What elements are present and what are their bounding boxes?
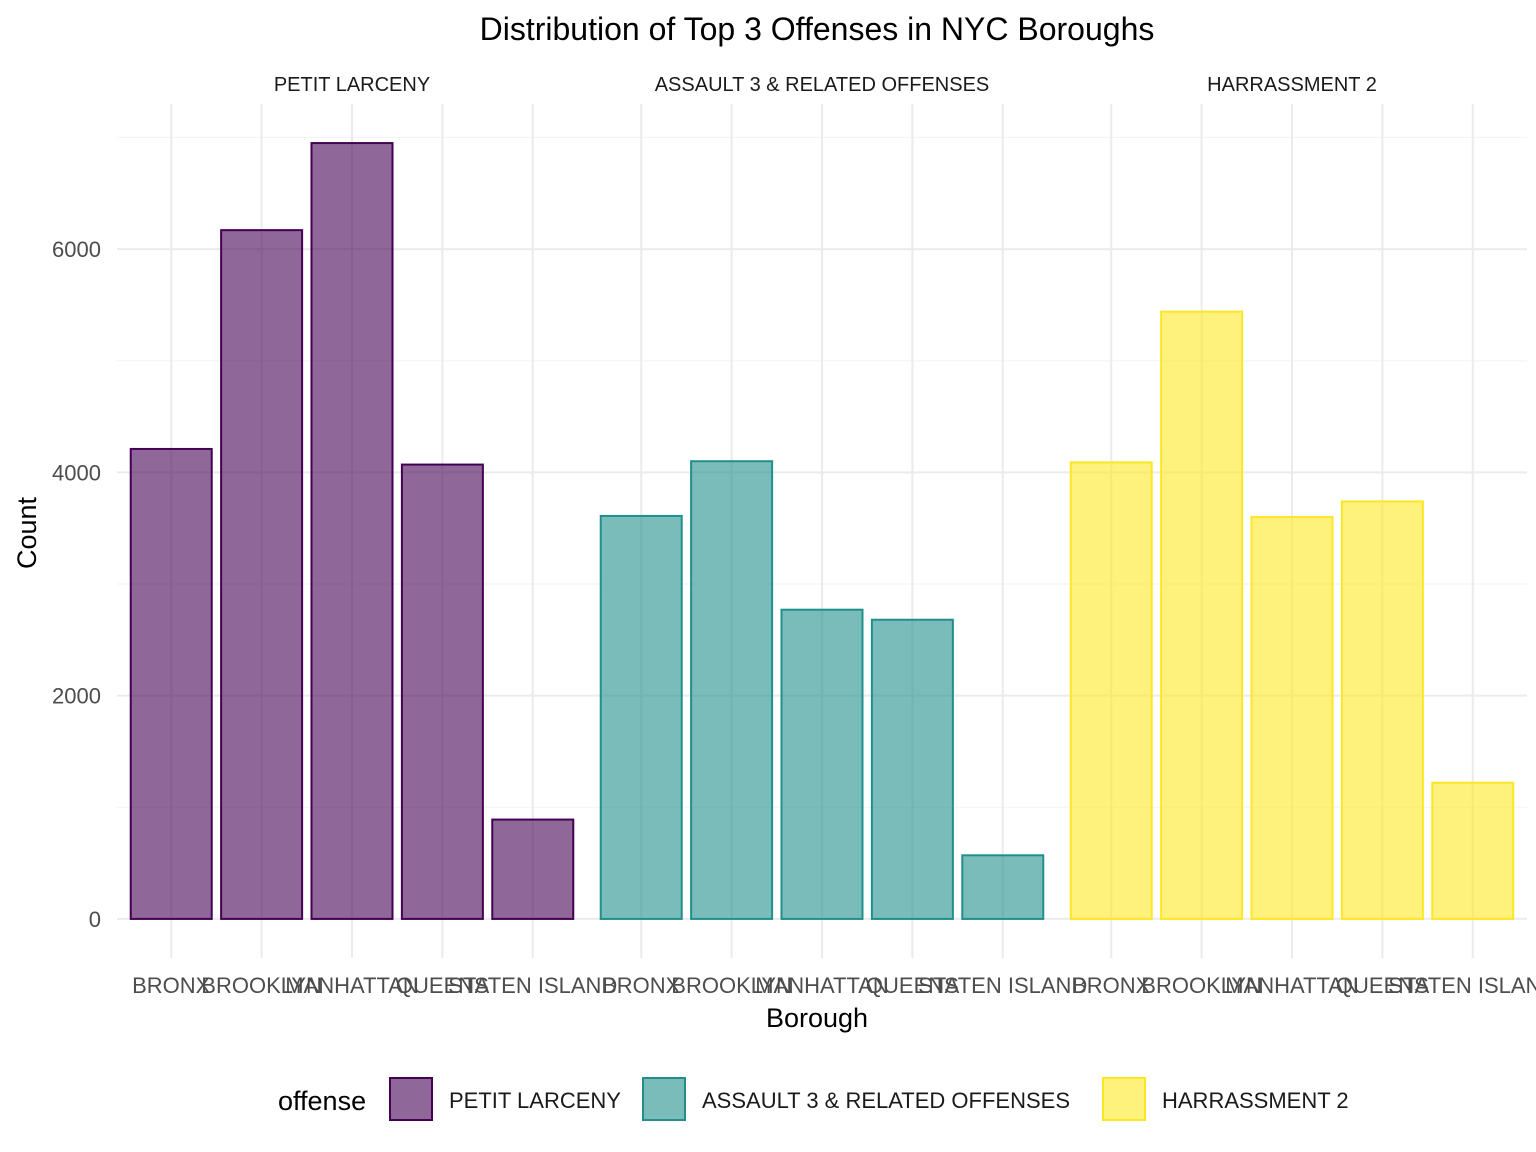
legend-item: PETIT LARCENY bbox=[389, 1077, 621, 1121]
legend-key bbox=[389, 1077, 433, 1121]
x-tick-label: MANHATTAN bbox=[755, 973, 889, 998]
bar bbox=[1250, 516, 1334, 920]
x-tick-label: BRONX bbox=[602, 973, 681, 998]
bar bbox=[1069, 461, 1153, 920]
y-tick-label: 6000 bbox=[52, 237, 101, 262]
y-tick-label: 4000 bbox=[52, 460, 101, 485]
legend-label: ASSAULT 3 & RELATED OFFENSES bbox=[702, 1088, 1070, 1113]
bar bbox=[129, 447, 213, 920]
bar bbox=[599, 514, 683, 920]
facet-panel: HARRASSMENT 2 BRONXBROOKLYNMANHATTANQUEEN… bbox=[1057, 74, 1536, 998]
bar bbox=[1160, 310, 1244, 920]
y-axis-title: Count bbox=[12, 496, 42, 569]
legend-item: ASSAULT 3 & RELATED OFFENSES bbox=[642, 1077, 1070, 1121]
bar bbox=[400, 463, 484, 920]
x-axis-title: Borough bbox=[766, 1003, 868, 1033]
bar bbox=[780, 608, 864, 920]
x-tick-label: BROOKLYN bbox=[201, 973, 322, 998]
facet-strip-label: HARRASSMENT 2 bbox=[1207, 74, 1377, 96]
legend-key bbox=[642, 1077, 686, 1121]
y-tick-label: 2000 bbox=[52, 684, 101, 709]
chart-title: Distribution of Top 3 Offenses in NYC Bo… bbox=[480, 11, 1155, 47]
bar bbox=[310, 142, 394, 920]
legend-label: HARRASSMENT 2 bbox=[1162, 1088, 1349, 1113]
x-tick-label: BROOKLYN bbox=[671, 973, 792, 998]
x-tick-label: QUEENS bbox=[1336, 973, 1429, 998]
x-tick-label: STATEN ISLAND bbox=[448, 973, 617, 998]
plot-area: PETIT LARCENYBRONXBROOKLYNMANHATTANQUEEN… bbox=[117, 74, 1536, 998]
x-tick-label: MANHATTAN bbox=[1225, 973, 1359, 998]
y-tick-label: 0 bbox=[89, 907, 101, 932]
x-tick-label: BRONX bbox=[1072, 973, 1151, 998]
bar bbox=[220, 229, 304, 920]
axes: Borough Count 0 2000 4000 6000 bbox=[12, 237, 868, 1033]
legend: offense PETIT LARCENY ASSAULT 3 & RELATED… bbox=[278, 1077, 1349, 1121]
x-tick-label: STATEN ISLAND bbox=[918, 973, 1087, 998]
facet-panel: ASSAULT 3 & RELATED OFFENSES BRONXBROOKLY… bbox=[587, 74, 1087, 998]
x-tick-label: MANHATTAN bbox=[285, 973, 419, 998]
x-tick-label: BRONX bbox=[132, 973, 211, 998]
x-tick-label: QUEENS bbox=[866, 973, 959, 998]
bar bbox=[870, 618, 954, 920]
legend-key bbox=[1102, 1077, 1146, 1121]
facet-panel: PETIT LARCENY BRONXBROOKLYNMANHATTANQUEEN… bbox=[117, 74, 617, 998]
legend-title: offense bbox=[278, 1086, 366, 1116]
x-tick-label: QUEENS bbox=[396, 973, 489, 998]
bar bbox=[1340, 500, 1424, 920]
facet-strip-label: ASSAULT 3 & RELATED OFFENSES bbox=[655, 74, 990, 96]
bar bbox=[491, 818, 575, 920]
legend-label: PETIT LARCENY bbox=[449, 1088, 621, 1113]
facet-strip-label: PETIT LARCENY bbox=[274, 74, 430, 96]
legend-item: HARRASSMENT 2 bbox=[1102, 1077, 1349, 1121]
bar bbox=[690, 460, 774, 920]
x-tick-label: STATEN ISLAND bbox=[1388, 973, 1536, 998]
bar bbox=[961, 854, 1045, 920]
bar bbox=[1431, 781, 1515, 920]
x-tick-label: BROOKLYN bbox=[1141, 973, 1262, 998]
